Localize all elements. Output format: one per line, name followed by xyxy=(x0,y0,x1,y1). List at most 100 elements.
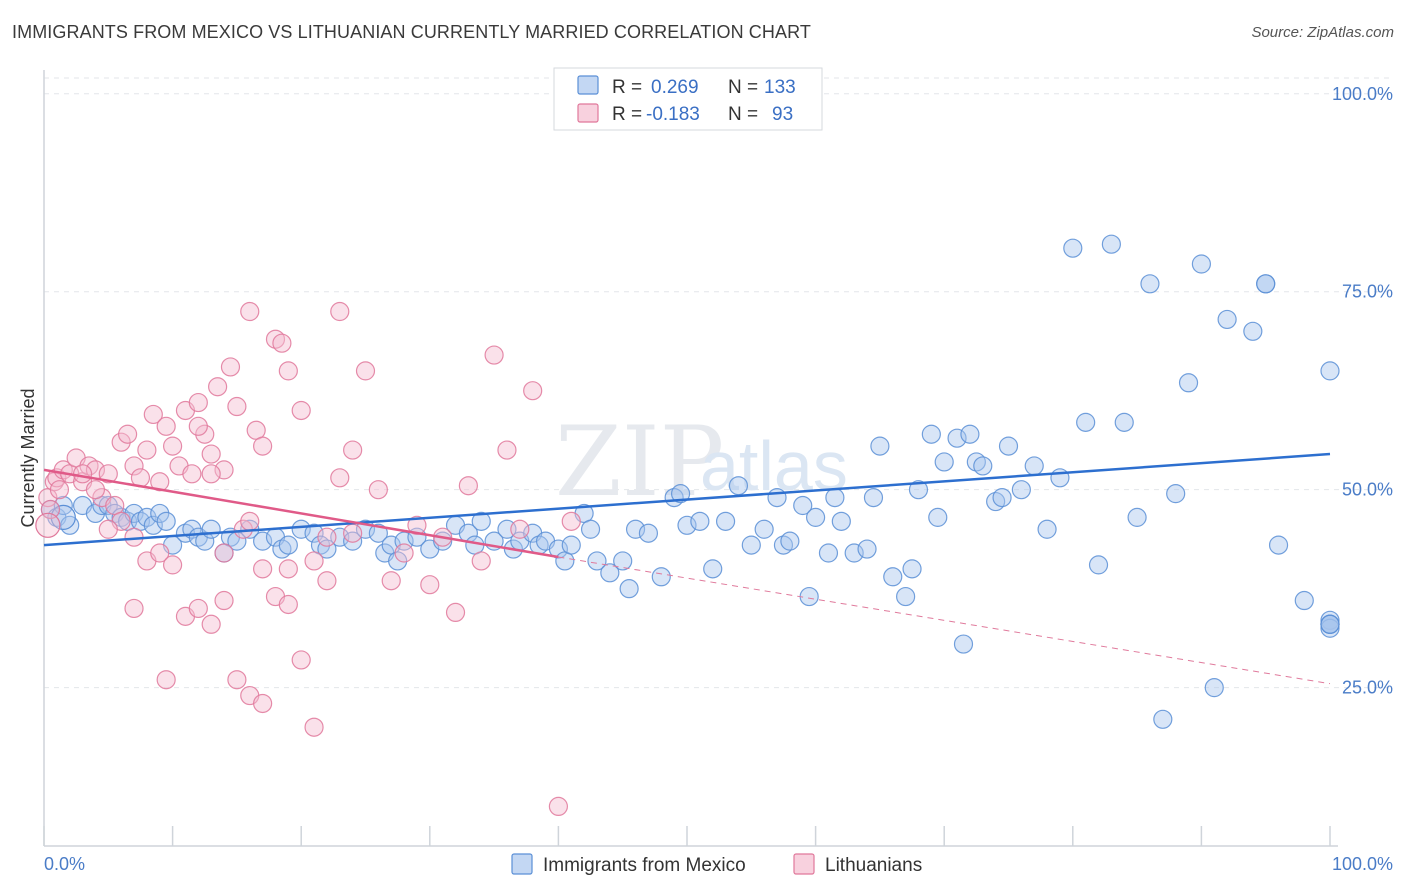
lithuanian-point xyxy=(523,381,543,401)
lithuanian-point xyxy=(201,444,221,464)
bottom-legend-label-lithuanian[interactable]: Lithuanians xyxy=(825,855,922,876)
lithuanian-point xyxy=(35,512,61,538)
trend-line-mexico xyxy=(43,452,1331,547)
lithuanian-point xyxy=(343,440,363,460)
mexico-point xyxy=(780,531,800,551)
mexico-point xyxy=(1127,507,1147,527)
lithuanian-point xyxy=(98,519,118,539)
mexico-point xyxy=(1037,519,1057,539)
mexico-point xyxy=(98,495,118,516)
lithuanian-point xyxy=(471,551,491,571)
mexico-point xyxy=(754,519,774,539)
legend-n-value-lithuanian: 93 xyxy=(772,104,793,125)
lithuanian-point xyxy=(214,590,234,611)
lithuanian-point xyxy=(220,357,241,377)
lithuanian-point xyxy=(124,456,144,476)
mexico-point xyxy=(1114,412,1134,432)
mexico-point xyxy=(1320,361,1340,381)
lithuanian-point xyxy=(368,480,388,500)
mexico-point xyxy=(934,452,954,472)
legend-r-value-mexico: 0.269 xyxy=(651,77,699,98)
lithuanian-point xyxy=(214,460,234,480)
mexico-point xyxy=(703,559,723,579)
mexico-point xyxy=(857,539,877,559)
chart-title: IMMIGRANTS FROM MEXICO VS LITHUANIAN CUR… xyxy=(12,22,811,42)
lithuanian-point xyxy=(117,424,138,444)
y-tick-label: 25.0% xyxy=(1342,678,1393,698)
mexico-point xyxy=(896,586,916,607)
lithuanian-point xyxy=(394,543,414,563)
mexico-point xyxy=(992,487,1012,508)
lithuanian-point xyxy=(150,472,170,492)
legend-n-label-lithuanian: N = xyxy=(728,104,758,125)
mexico-point xyxy=(156,511,176,531)
lithuanian-point xyxy=(317,527,337,547)
bottom-legend-swatch-mexico[interactable] xyxy=(511,853,533,875)
mexico-point xyxy=(870,436,890,456)
lithuanian-point xyxy=(445,602,466,623)
mexico-point xyxy=(953,634,974,654)
lithuanian-point xyxy=(182,464,202,484)
lithuanian-point xyxy=(227,670,247,690)
x-tick-label-min: 0.0% xyxy=(44,854,85,874)
trend-lines xyxy=(43,452,1331,685)
mexico-point xyxy=(471,511,491,531)
mexico-point xyxy=(195,531,215,551)
lithuanian-point xyxy=(188,598,208,619)
lithuanian-point xyxy=(156,670,176,690)
mexico-point xyxy=(715,511,736,531)
axes xyxy=(43,70,1338,847)
mexico-point xyxy=(741,535,761,555)
mexico-point xyxy=(561,535,581,555)
mexico-point xyxy=(1153,709,1173,729)
watermark-atlas: atlas xyxy=(700,427,848,505)
mexico-point xyxy=(150,503,170,524)
mexico-point xyxy=(1256,274,1276,294)
mexico-point xyxy=(600,563,620,583)
mexico-point xyxy=(548,539,569,559)
y-axis-label: Currently Married xyxy=(18,388,38,527)
legend-r-label-mexico: R = xyxy=(612,77,642,98)
mexico-point xyxy=(1140,274,1160,294)
mexico-point xyxy=(690,511,710,531)
lithuanian-point xyxy=(85,480,106,500)
bottom-legend-label-mexico[interactable]: Immigrants from Mexico xyxy=(543,855,746,876)
lithuanian-point xyxy=(407,515,427,535)
mexico-point xyxy=(137,507,157,527)
y-tick-label: 50.0% xyxy=(1342,480,1393,500)
lithuanian-point xyxy=(458,476,478,496)
lithuanian-point xyxy=(240,301,260,322)
mexico-point xyxy=(805,507,826,527)
mexico-point xyxy=(883,567,903,587)
legend-frame xyxy=(553,67,823,131)
series-mexico-points xyxy=(40,234,1340,729)
lithuanian-point xyxy=(510,519,530,539)
mexico-point xyxy=(1178,373,1199,393)
lithuanian-point xyxy=(317,571,337,591)
mexico-point xyxy=(638,523,659,543)
lithuanian-point xyxy=(561,511,581,531)
legend-r-label-lithuanian: R = xyxy=(612,104,642,125)
lithuanian-point xyxy=(240,511,260,531)
bottom-legend-swatch-lithuanian[interactable] xyxy=(793,853,815,875)
lithuanian-point xyxy=(111,432,131,452)
lithuanian-point xyxy=(291,400,311,421)
mexico-point xyxy=(619,579,639,599)
mexico-point xyxy=(1243,321,1263,341)
mexico-point xyxy=(201,519,221,539)
mexico-point xyxy=(1101,234,1121,254)
lithuanian-point xyxy=(291,650,311,670)
x-tick-label-max: 100.0% xyxy=(1332,854,1393,874)
lithuanian-point xyxy=(98,464,118,484)
mexico-point xyxy=(1166,484,1186,504)
mexico-point xyxy=(1088,555,1109,575)
lithuanian-point xyxy=(208,377,228,397)
mexico-point xyxy=(831,511,851,531)
legend-swatch-lithuanian xyxy=(577,103,599,123)
lithuanian-point xyxy=(278,361,298,381)
mexico-point xyxy=(1268,535,1289,555)
lithuanian-point xyxy=(188,416,208,436)
mexico-point xyxy=(368,523,388,543)
source-label: Source: ZipAtlas.com xyxy=(1251,24,1394,41)
lithuanian-point xyxy=(330,468,350,488)
